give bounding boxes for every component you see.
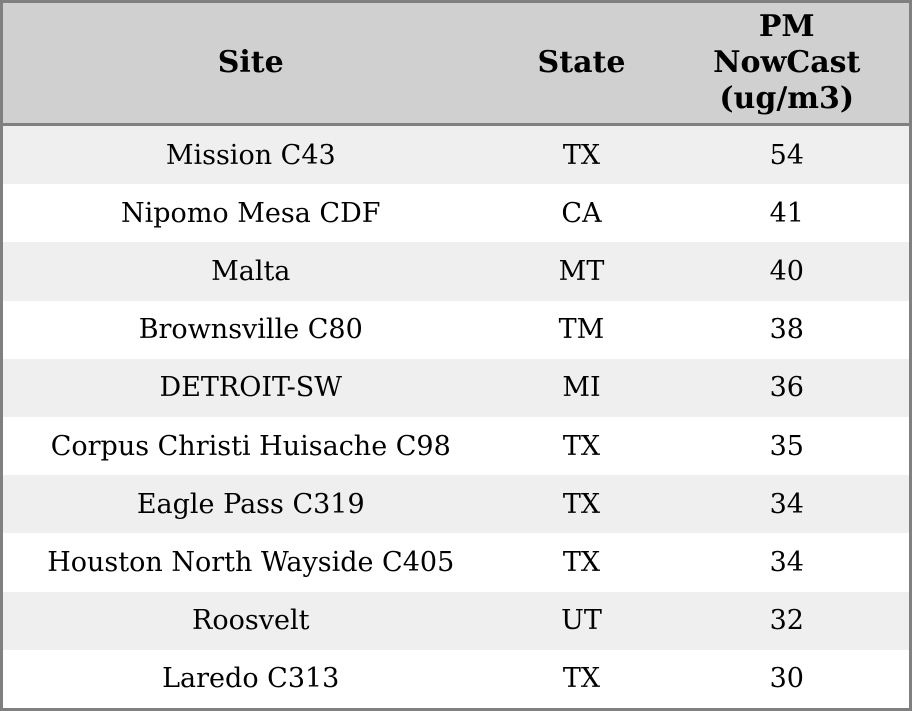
value-cell: 38 — [769, 314, 804, 346]
state-cell: TX — [562, 488, 601, 520]
value-cell: 30 — [769, 663, 804, 695]
table-row: Eagle Pass C319 TX 34 — [1, 475, 911, 534]
state-cell: TX — [562, 663, 601, 695]
table-body: Mission C43 TX 54 Nipomo Mesa CDF CA 41 … — [1, 124, 911, 710]
state-cell: MT — [558, 255, 605, 287]
column-header-site: Site — [1, 1, 499, 126]
table-row: Mission C43 TX 54 — [1, 124, 911, 185]
column-header-state: State — [498, 1, 665, 126]
site-cell: DETROIT-SW — [159, 372, 342, 404]
value-cell: 35 — [769, 430, 804, 462]
table-row: DETROIT-SW MI 36 — [1, 358, 911, 417]
state-cell: CA — [561, 197, 602, 229]
site-cell: Laredo C313 — [162, 663, 340, 695]
table-header: Site State PM NowCast (ug/m3) — [1, 1, 911, 126]
table-row: Corpus Christi Huisache C98 TX 35 — [1, 416, 911, 476]
state-cell: MI — [562, 372, 601, 404]
site-cell: Eagle Pass C319 — [136, 488, 365, 520]
table-row: Laredo C313 TX 30 — [1, 649, 911, 710]
state-cell: TX — [562, 139, 601, 171]
state-cell: UT — [561, 605, 602, 637]
value-cell: 54 — [769, 139, 804, 171]
table-row: Nipomo Mesa CDF CA 41 — [1, 184, 911, 243]
site-cell: Malta — [211, 255, 291, 287]
value-cell: 36 — [769, 372, 804, 404]
site-cell: Nipomo Mesa CDF — [121, 197, 381, 229]
site-cell: Roosvelt — [192, 605, 310, 637]
header-row: Site State PM NowCast (ug/m3) — [1, 1, 911, 126]
site-cell: Brownsville C80 — [138, 314, 363, 346]
value-cell: 34 — [769, 488, 804, 520]
table-row: Roosvelt UT 32 — [1, 591, 911, 650]
state-cell: TX — [562, 546, 601, 578]
site-cell: Mission C43 — [165, 139, 336, 171]
state-cell: TM — [558, 314, 605, 346]
state-cell: TX — [562, 430, 601, 462]
value-cell: 41 — [769, 197, 804, 229]
column-header-pm-nowcast: PM NowCast (ug/m3) — [664, 1, 911, 126]
value-cell: 34 — [769, 546, 804, 578]
table-row: Houston North Wayside C405 TX 34 — [1, 533, 911, 592]
site-cell: Corpus Christi Huisache C98 — [50, 430, 451, 462]
table-row: Malta MT 40 — [1, 242, 911, 301]
value-cell: 40 — [769, 255, 804, 287]
table-row: Brownsville C80 TM 38 — [1, 300, 911, 359]
site-cell: Houston North Wayside C405 — [47, 546, 455, 578]
value-cell: 32 — [769, 605, 804, 637]
